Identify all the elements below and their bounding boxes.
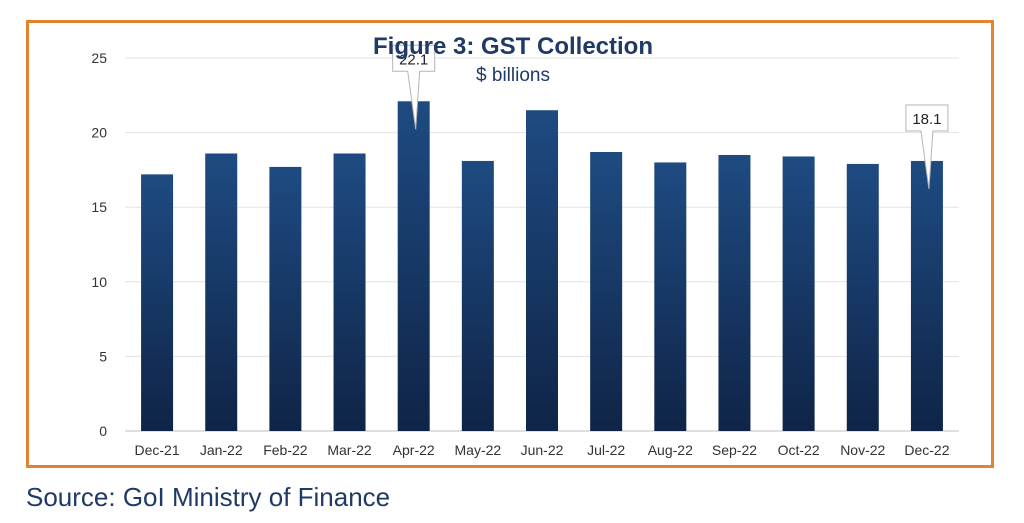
data-callouts: 22.1 18.1: [392, 44, 949, 190]
callout-dec-22: 18.1: [905, 104, 949, 190]
x-tick-label: Sep-22: [712, 442, 757, 458]
x-tick-label: Nov-22: [840, 442, 885, 458]
x-tick-label: May-22: [455, 442, 502, 458]
bars: [141, 101, 943, 432]
bar-sep-22: [718, 154, 751, 432]
bar-jan-22: [205, 153, 238, 431]
bar-jul-22: [590, 151, 623, 431]
chart-frame: 0 5 10 15 20 25 Dec-21 Jan-22 Feb-22 Mar-22 Apr-22…: [26, 20, 994, 468]
x-tick-label: Jul-22: [587, 442, 625, 458]
y-tick-label: 20: [91, 125, 107, 141]
y-tick-label: 15: [91, 199, 107, 215]
x-tick-label: Mar-22: [327, 442, 372, 458]
chart-title: Figure 3: GST Collection: [373, 33, 653, 60]
y-tick-label: 25: [91, 50, 107, 66]
bar-may-22: [461, 160, 494, 431]
x-tick-label: Aug-22: [648, 442, 693, 458]
x-tick-label: Jan-22: [200, 442, 243, 458]
bar-jun-22: [526, 110, 558, 431]
bar-oct-22: [782, 156, 815, 432]
y-tick-label: 0: [99, 423, 107, 439]
callout-box: [392, 44, 436, 130]
callout-apr-22: 22.1: [392, 44, 436, 130]
x-tick-label: Oct-22: [778, 442, 820, 458]
source-note: Source: GoI Ministry of Finance: [26, 482, 391, 512]
bar-feb-22: [269, 166, 302, 431]
x-tick-label: Dec-22: [904, 442, 949, 458]
bar-aug-22: [654, 162, 687, 431]
bar-nov-22: [846, 163, 879, 431]
gst-bar-chart: 0 5 10 15 20 25 Dec-21 Jan-22 Feb-22 Mar-22 Apr-22…: [91, 33, 959, 458]
tick-labels: 0 5 10 15 20 25 Dec-21 Jan-22 Feb-22 Mar-22 Apr-22…: [91, 50, 949, 458]
data-label: 18.1: [912, 111, 941, 128]
bar-dec-22: [910, 160, 943, 431]
y-tick-label: 5: [99, 348, 107, 364]
bar-mar-22: [333, 153, 366, 431]
x-tick-label: Jun-22: [521, 442, 564, 458]
x-tick-label: Dec-21: [135, 442, 180, 458]
bar-dec-21: [141, 174, 174, 431]
callout-box: [905, 104, 949, 190]
chart-subtitle: $ billions: [476, 65, 550, 86]
bar-apr-22: [397, 101, 430, 431]
x-tick-label: Apr-22: [393, 442, 435, 458]
y-tick-label: 10: [91, 274, 107, 290]
data-label: 22.1: [399, 51, 428, 68]
x-tick-label: Feb-22: [263, 442, 308, 458]
